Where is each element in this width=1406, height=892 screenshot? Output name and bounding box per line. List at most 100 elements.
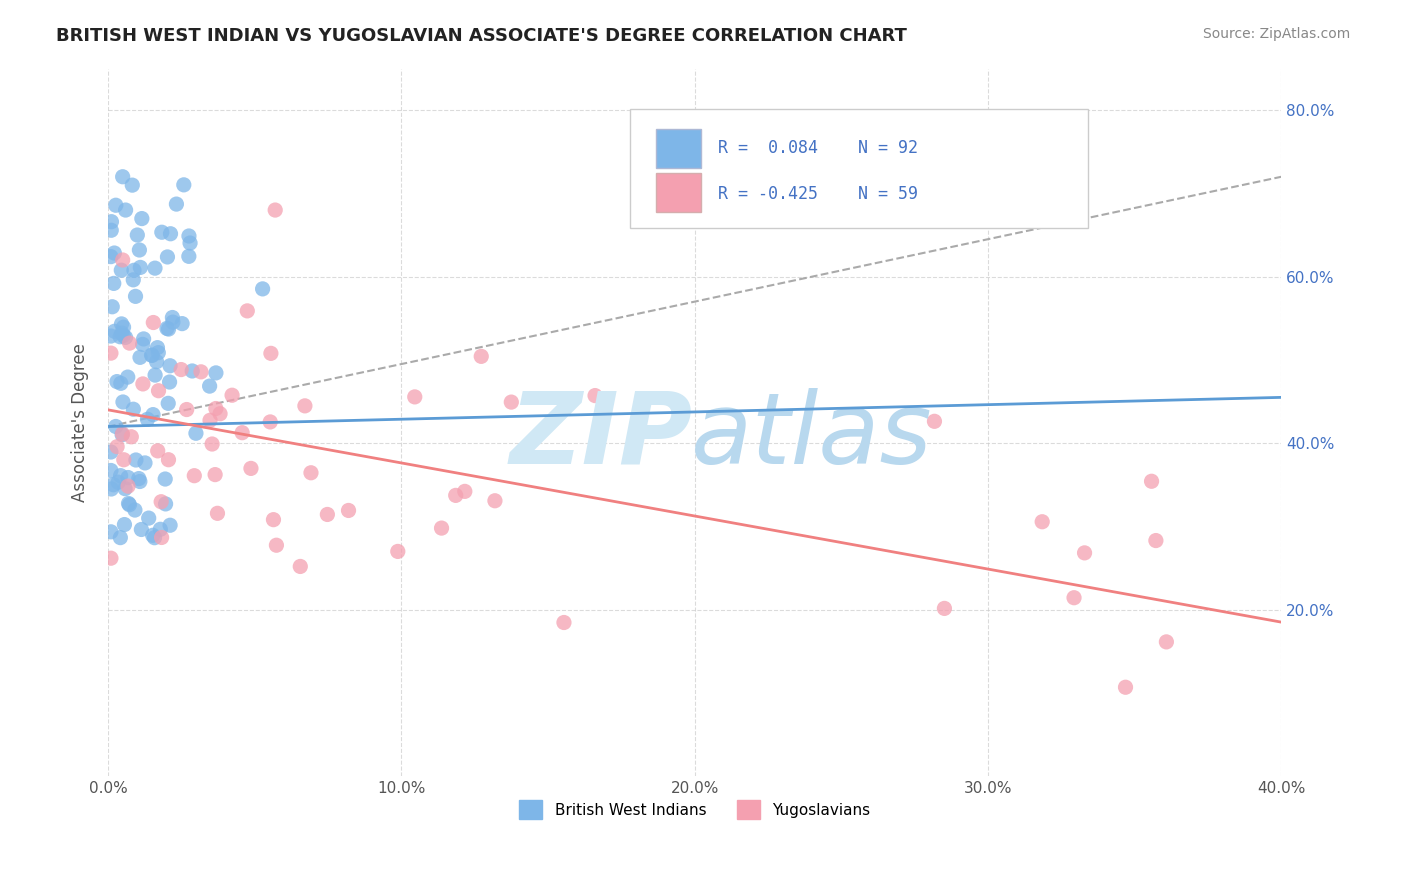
FancyBboxPatch shape: [630, 109, 1088, 227]
Point: [143, 368, 166, 383]
Point: [117, 496, 139, 510]
Point: [172, 317, 194, 331]
Point: [231, 425, 253, 440]
Point: [110, 468, 132, 483]
Point: [118, 336, 141, 351]
Point: [146, 443, 169, 458]
Point: [183, 468, 205, 483]
Point: [337, 503, 360, 517]
Point: [129, 351, 152, 365]
Point: [262, 513, 284, 527]
Point: [162, 310, 184, 325]
Point: [143, 261, 166, 276]
Point: [173, 178, 195, 192]
Point: [111, 252, 134, 267]
Text: atlas: atlas: [692, 388, 932, 485]
Point: [131, 337, 153, 351]
Point: [162, 315, 184, 329]
Point: [553, 615, 575, 630]
Point: [148, 384, 170, 398]
Point: [100, 524, 122, 539]
Point: [142, 528, 165, 542]
Point: [1140, 475, 1163, 489]
Text: BRITISH WEST INDIAN VS YUGOSLAVIAN ASSOCIATE'S DEGREE CORRELATION CHART: BRITISH WEST INDIAN VS YUGOSLAVIAN ASSOC…: [56, 27, 907, 45]
Point: [107, 475, 129, 490]
Point: [105, 440, 128, 454]
Point: [159, 518, 181, 533]
Point: [1144, 533, 1167, 548]
Point: [111, 326, 134, 340]
Point: [110, 376, 132, 391]
Point: [141, 348, 163, 362]
Point: [205, 401, 228, 416]
Point: [128, 243, 150, 257]
Point: [103, 477, 125, 491]
Point: [294, 399, 316, 413]
Point: [264, 202, 287, 217]
Point: [103, 277, 125, 291]
Point: [266, 538, 288, 552]
Point: [122, 273, 145, 287]
Point: [117, 479, 139, 493]
Point: [131, 523, 153, 537]
Point: [239, 461, 262, 475]
Point: [129, 260, 152, 275]
Point: [114, 330, 136, 344]
Point: [100, 346, 122, 360]
Point: [157, 396, 180, 410]
Point: [1115, 680, 1137, 694]
Point: [103, 324, 125, 338]
Point: [1073, 546, 1095, 560]
Point: [198, 413, 221, 427]
Point: [112, 328, 135, 343]
Point: [141, 348, 163, 362]
Point: [132, 376, 155, 391]
Point: [155, 497, 177, 511]
Point: [1031, 515, 1053, 529]
Point: [404, 390, 426, 404]
Point: [124, 503, 146, 517]
Point: [108, 330, 131, 344]
Point: [117, 470, 139, 484]
Point: [114, 482, 136, 496]
Point: [236, 304, 259, 318]
Point: [198, 379, 221, 393]
Point: [143, 531, 166, 545]
Point: [110, 263, 132, 277]
Point: [134, 456, 156, 470]
Point: [110, 531, 132, 545]
Point: [153, 472, 176, 486]
Point: [159, 375, 181, 389]
Point: [100, 215, 122, 229]
Point: [201, 437, 224, 451]
Point: [100, 463, 122, 477]
Point: [156, 250, 179, 264]
Point: [132, 332, 155, 346]
Point: [131, 211, 153, 226]
Point: [111, 426, 134, 441]
Point: [142, 408, 165, 422]
Point: [142, 316, 165, 330]
Point: [111, 427, 134, 442]
Point: [136, 412, 159, 426]
Point: [179, 235, 201, 250]
Point: [190, 365, 212, 379]
Bar: [657, 128, 700, 168]
Point: [259, 415, 281, 429]
Point: [150, 531, 173, 545]
Point: [149, 522, 172, 536]
Point: [120, 430, 142, 444]
Point: [159, 227, 181, 241]
Point: [112, 452, 135, 467]
Point: [583, 388, 606, 402]
Point: [204, 467, 226, 482]
Point: [454, 484, 477, 499]
Point: [104, 419, 127, 434]
Point: [444, 488, 467, 502]
Point: [111, 169, 134, 184]
Point: [184, 426, 207, 441]
Point: [157, 452, 180, 467]
Point: [207, 506, 229, 520]
Point: [111, 395, 134, 409]
Point: [470, 350, 492, 364]
